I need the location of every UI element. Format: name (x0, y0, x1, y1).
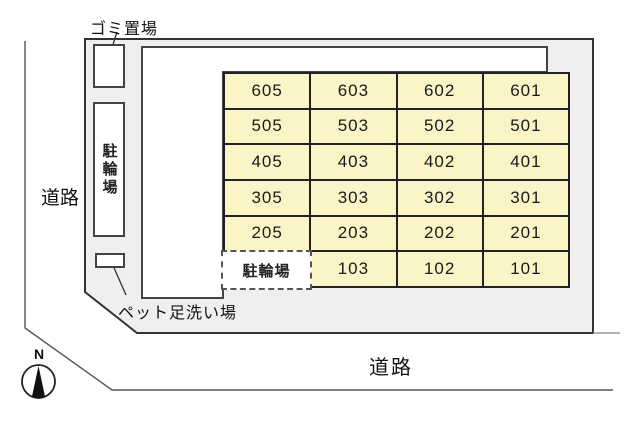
unit-cell: 601 (481, 72, 571, 110)
unit-cell: 302 (395, 178, 484, 217)
unit-cell: 402 (395, 143, 484, 181)
garbage-area-label: ゴミ置場 (90, 21, 159, 38)
unit-cell: 502 (395, 107, 484, 146)
unit-row: 505 503 502 501 (222, 107, 571, 146)
unit-grid: 605 603 602 601 505 503 502 501 405 403 … (222, 72, 571, 288)
unit-cell: 405 (222, 143, 312, 181)
unit-row: 405 403 402 401 (222, 143, 571, 181)
building-footprint (141, 46, 548, 299)
bicycle-parking-cell: 駐輪場 (221, 250, 312, 290)
unit-cell: 205 (222, 214, 312, 253)
pet-wash-box (95, 253, 125, 268)
unit-cell: 203 (309, 214, 398, 253)
garbage-area-box (93, 44, 125, 88)
unit-cell: 602 (395, 72, 484, 110)
unit-cell: 505 (222, 107, 312, 146)
road-label-bottom: 道路 (369, 357, 413, 379)
unit-row: 305 303 302 301 (222, 178, 571, 217)
compass-north-label: N (33, 346, 45, 362)
unit-cell: 103 (309, 250, 398, 288)
unit-cell: 305 (222, 178, 312, 217)
unit-cell: 101 (481, 250, 571, 288)
compass-icon (21, 364, 56, 399)
unit-cell: 202 (395, 214, 484, 253)
unit-row: 205 203 202 201 (222, 214, 571, 253)
pet-wash-label: ペット足洗い場 (118, 305, 238, 322)
unit-row: 605 603 602 601 (222, 72, 571, 110)
road-label-left: 道路 (41, 188, 80, 209)
unit-cell: 603 (309, 72, 398, 110)
unit-cell: 303 (309, 178, 398, 217)
unit-cell: 503 (309, 107, 398, 146)
bicycle-parking-label: 駐輪場 (100, 142, 118, 197)
unit-cell: 201 (481, 214, 571, 253)
unit-cell: 501 (481, 107, 571, 146)
unit-cell: 403 (309, 143, 398, 181)
unit-cell: 605 (222, 72, 312, 110)
unit-cell: 401 (481, 143, 571, 181)
bicycle-parking-box: 駐輪場 (93, 102, 125, 237)
road-boundary-line (24, 41, 613, 391)
unit-cell: 301 (481, 178, 571, 217)
unit-cell: 102 (395, 250, 484, 288)
